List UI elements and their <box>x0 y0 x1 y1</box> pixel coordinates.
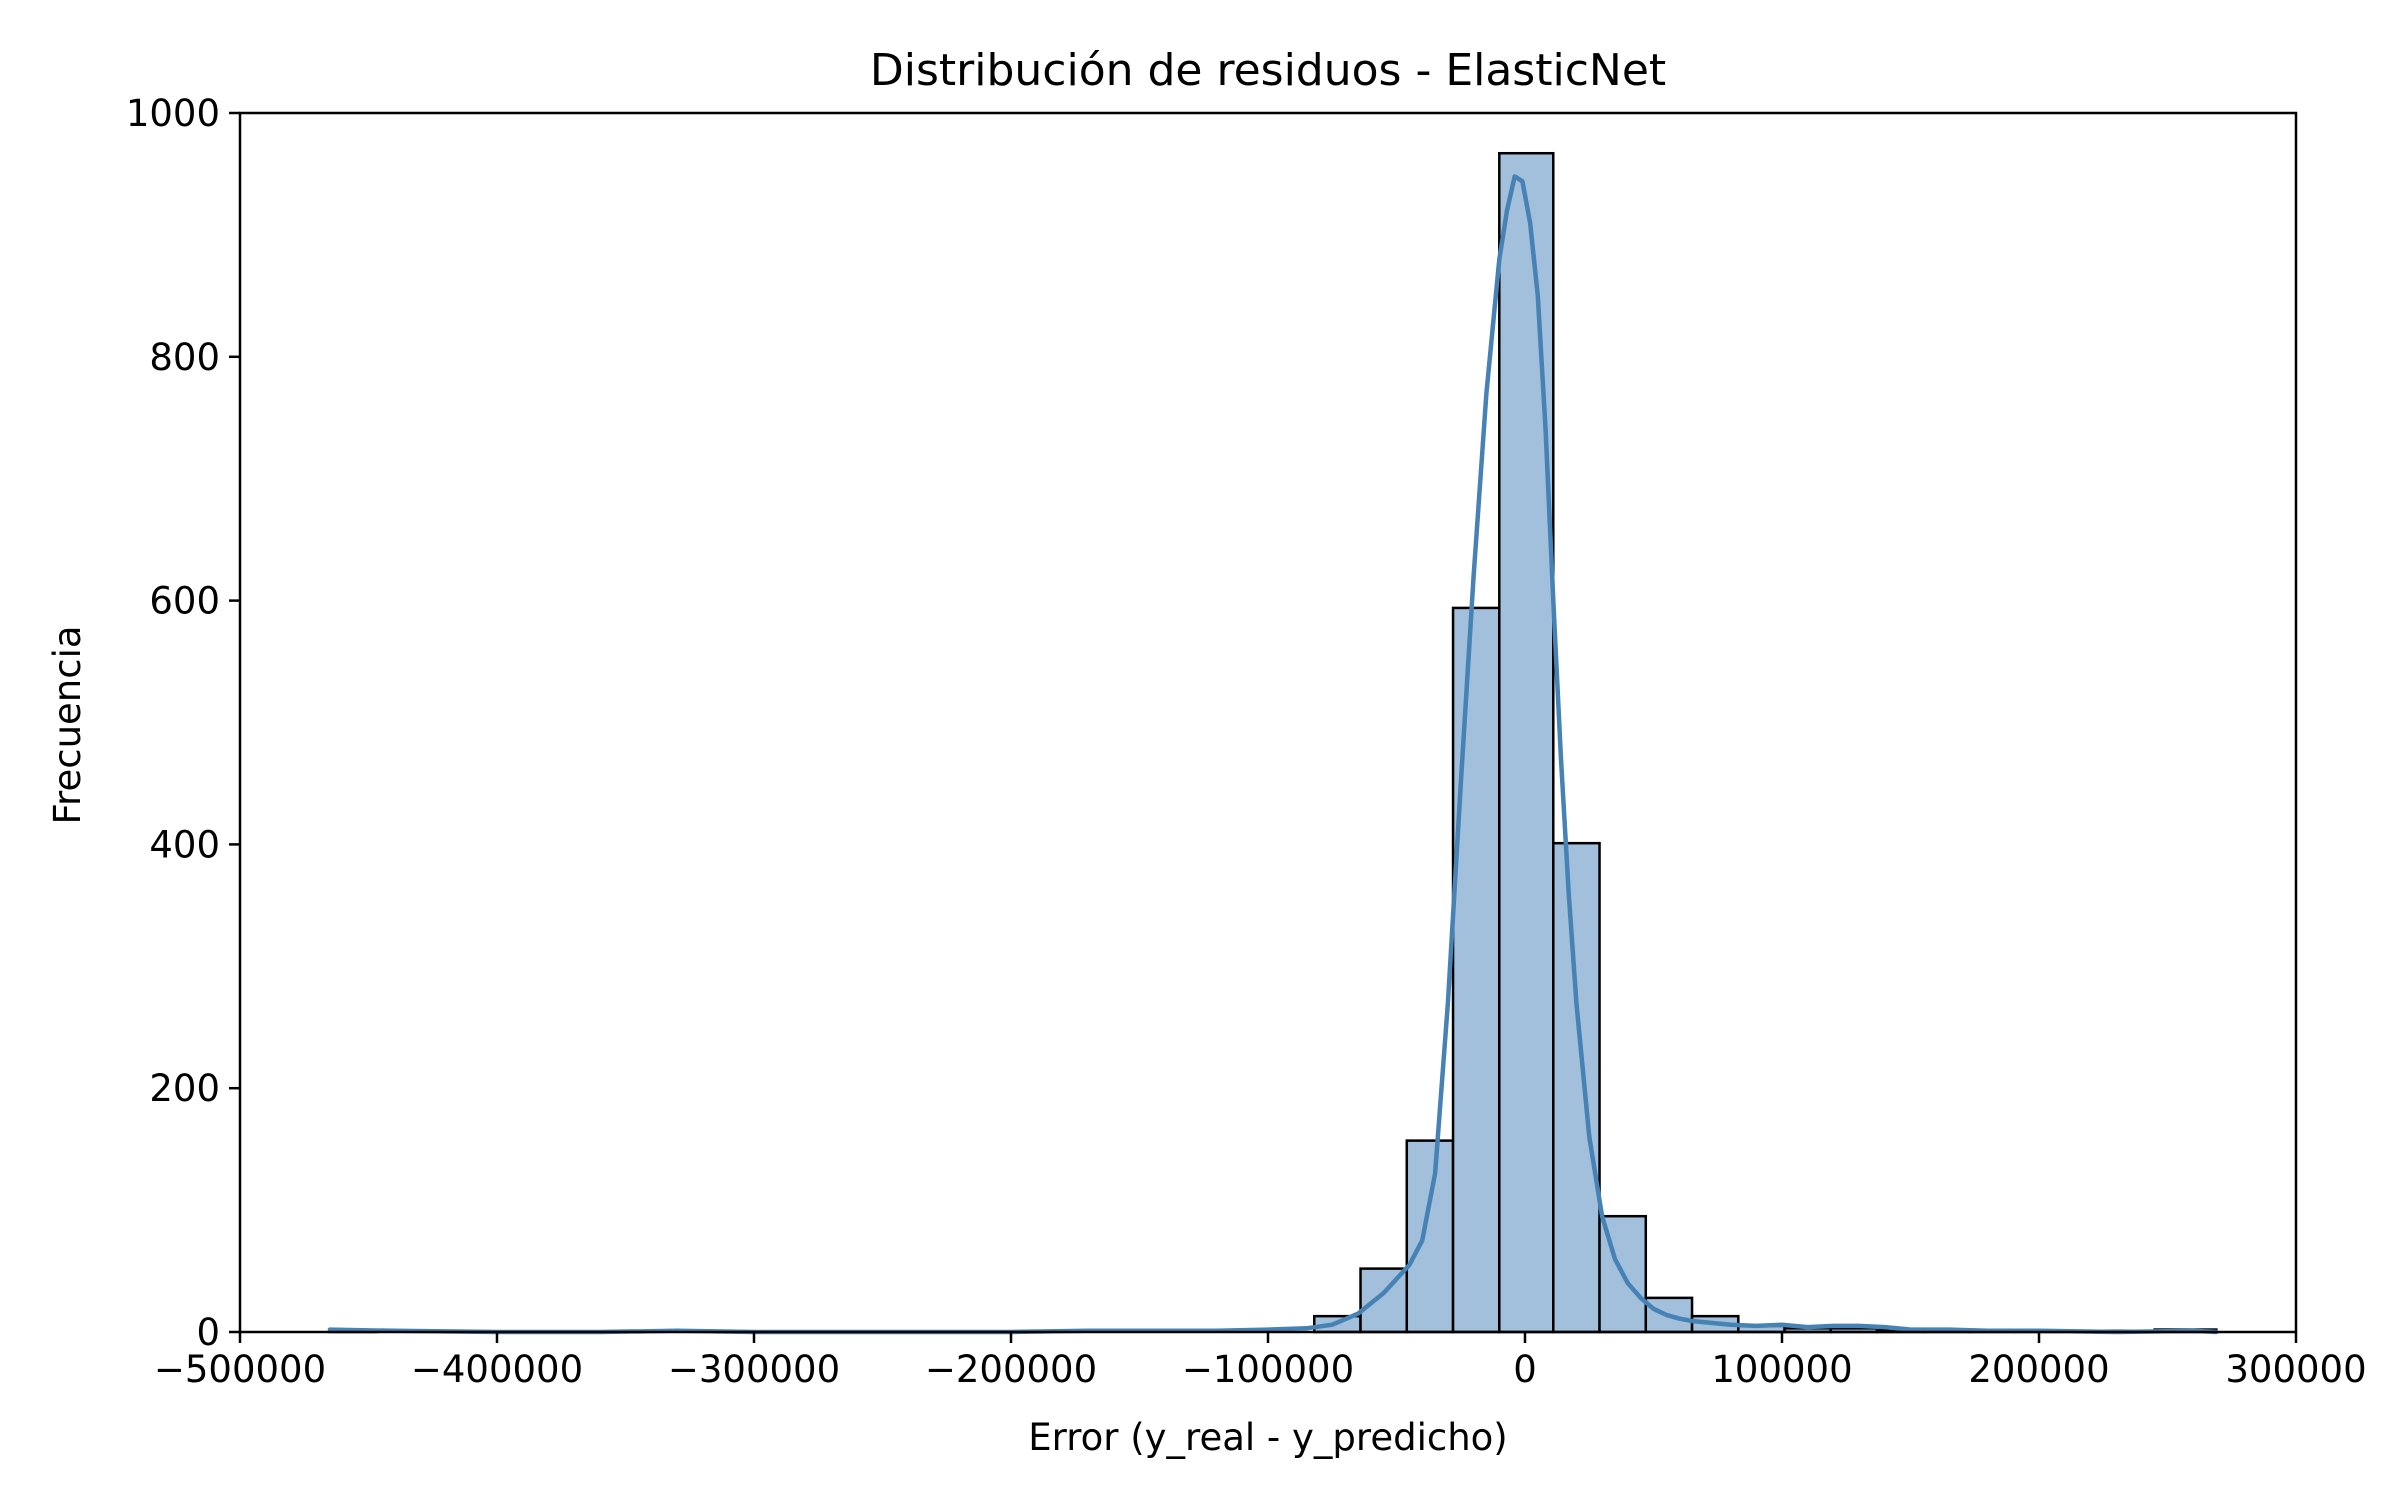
x-tick-label: 300000 <box>2225 1348 2366 1391</box>
x-tick-label: 200000 <box>1968 1348 2109 1391</box>
x-tick-label: −300000 <box>668 1348 840 1391</box>
chart-title: Distribución de residuos - ElasticNet <box>870 45 1666 96</box>
y-tick-label: 1000 <box>126 92 220 135</box>
y-tick-label: 0 <box>196 1311 220 1354</box>
x-axis-label: Error (y_real - y_predicho) <box>1028 1416 1507 1459</box>
y-axis: 0 200 400 600 800 1000 <box>126 92 240 1354</box>
y-tick-label: 200 <box>149 1067 220 1110</box>
y-tick-label: 800 <box>149 336 220 379</box>
x-tick-label: 0 <box>1513 1348 1537 1391</box>
x-tick-label: −400000 <box>411 1348 583 1391</box>
histogram-bar <box>1498 151 1555 1334</box>
plot-area <box>327 151 2219 1335</box>
x-tick-label: −200000 <box>925 1348 1097 1391</box>
y-axis-label: Frecuencia <box>46 625 89 824</box>
histogram-bar <box>1405 1139 1455 1334</box>
x-tick-label: −100000 <box>1182 1348 1354 1391</box>
x-tick-label: −500000 <box>154 1348 326 1391</box>
y-tick-label: 600 <box>149 580 220 623</box>
x-axis: −500000 −400000 −300000 −200000 −100000 0 1000… <box>154 1332 2367 1391</box>
histogram-bar <box>1552 841 1601 1334</box>
histogram-bar <box>1451 606 1501 1334</box>
x-tick-label: 100000 <box>1711 1348 1852 1391</box>
y-tick-label: 400 <box>149 823 220 866</box>
